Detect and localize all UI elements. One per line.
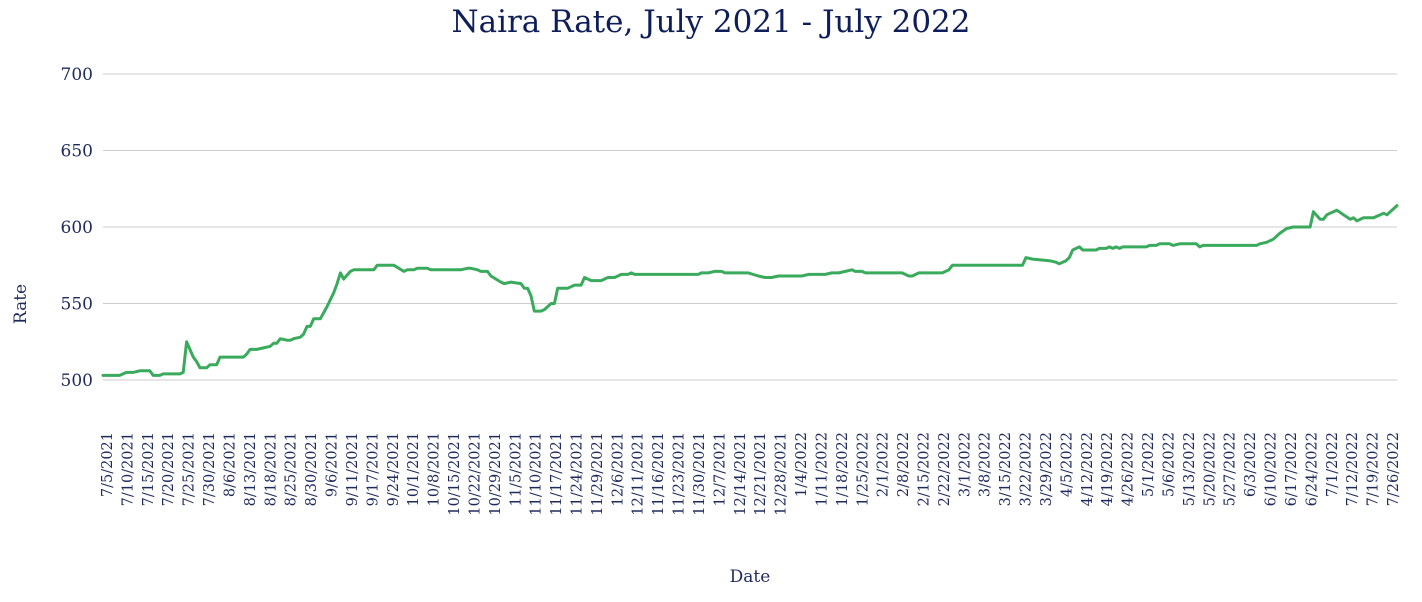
x-tick-label: 3/15/2022 <box>998 432 1014 506</box>
y-tick-label: 600 <box>61 218 93 238</box>
x-tick-label: 5/13/2022 <box>1182 432 1198 506</box>
x-tick-label: 2/1/2022 <box>876 432 892 497</box>
x-tick-label: 9/6/2021 <box>325 432 341 497</box>
x-tick-label: 6/3/2022 <box>1243 432 1259 497</box>
x-tick-label: 3/8/2022 <box>978 432 994 497</box>
y-tick-label: 500 <box>61 371 93 391</box>
x-tick-label: 9/11/2021 <box>345 432 361 506</box>
x-tick-label: 10/15/2021 <box>447 432 463 516</box>
x-tick-label: 12/28/2021 <box>774 432 790 516</box>
x-tick-label: 11/10/2021 <box>529 432 545 516</box>
x-axis-label: Date <box>730 567 771 587</box>
x-tick-label: 6/10/2022 <box>1264 432 1280 506</box>
series-group <box>101 204 1399 377</box>
x-tick-label: 4/5/2022 <box>1059 432 1075 497</box>
x-tick-label: 10/1/2021 <box>406 432 422 506</box>
x-tick-label: 8/6/2021 <box>222 432 238 497</box>
x-tick-label: 9/24/2021 <box>386 432 402 506</box>
x-tick-label: 3/1/2022 <box>957 432 973 497</box>
x-tick-labels: 7/5/2021 7/10/2021 7/15/2021 7/20/2021 7/25/… <box>100 432 1402 516</box>
x-tick-label: 8/25/2021 <box>284 432 300 506</box>
x-tick-label: 12/7/2021 <box>712 432 728 506</box>
x-tick-label: 12/6/2021 <box>610 432 626 506</box>
x-tick-label: 11/30/2021 <box>692 432 708 516</box>
x-tick-label: 7/25/2021 <box>182 432 198 506</box>
y-tick-label: 550 <box>61 295 93 315</box>
x-tick-label: 1/4/2022 <box>794 432 810 497</box>
x-tick-label: 6/17/2022 <box>1284 432 1300 506</box>
x-tick-label: 8/13/2021 <box>243 432 259 506</box>
x-tick-label: 3/29/2022 <box>1039 432 1055 506</box>
x-tick-label: 5/27/2022 <box>1223 432 1239 506</box>
y-axis-label: Rate <box>11 284 31 324</box>
x-tick-label: 7/1/2022 <box>1325 432 1341 497</box>
x-tick-label: 7/26/2022 <box>1386 432 1402 506</box>
y-tick-label: 700 <box>61 65 93 85</box>
x-tick-label: 11/23/2021 <box>672 432 688 516</box>
x-tick-label: 7/12/2022 <box>1345 432 1361 506</box>
y-tick-label: 650 <box>61 142 93 162</box>
x-tick-label: 11/17/2021 <box>549 432 565 516</box>
x-tick-label: 7/19/2022 <box>1366 432 1382 506</box>
x-tick-label: 10/8/2021 <box>427 432 443 506</box>
x-tick-label: 2/8/2022 <box>896 432 912 497</box>
x-tick-label: 7/15/2021 <box>141 432 157 506</box>
x-tick-label: 8/18/2021 <box>263 432 279 506</box>
x-tick-label: 7/20/2021 <box>161 432 177 506</box>
x-tick-label: 12/21/2021 <box>753 432 769 516</box>
x-tick-label: 3/22/2022 <box>1019 432 1035 506</box>
x-tick-label: 8/30/2021 <box>304 432 320 506</box>
x-tick-label: 9/17/2021 <box>365 432 381 506</box>
x-tick-label: 11/5/2021 <box>508 432 524 506</box>
y-tick-labels: 500 550 600 650 700 <box>61 65 93 391</box>
x-tick-label: 1/25/2022 <box>855 432 871 506</box>
x-tick-label: 10/29/2021 <box>488 432 504 516</box>
x-tick-label: 1/18/2022 <box>835 432 851 506</box>
x-tick-label: 12/11/2021 <box>631 432 647 516</box>
x-tick-label: 5/1/2022 <box>1141 432 1157 497</box>
x-tick-label: 7/30/2021 <box>202 432 218 506</box>
chart-title: Naira Rate, July 2021 - July 2022 <box>451 4 971 40</box>
x-tick-label: 4/26/2022 <box>1121 432 1137 506</box>
x-tick-label: 10/22/2021 <box>467 432 483 516</box>
x-tick-label: 1/11/2022 <box>814 432 830 506</box>
x-tick-label: 6/24/2022 <box>1304 432 1320 506</box>
x-tick-label: 11/16/2021 <box>651 432 667 516</box>
x-tick-label: 2/22/2022 <box>937 432 953 506</box>
x-tick-label: 4/12/2022 <box>1080 432 1096 506</box>
x-tick-label: 5/6/2022 <box>1161 432 1177 497</box>
x-tick-label: 2/15/2022 <box>917 432 933 506</box>
x-tick-label: 7/10/2021 <box>120 432 136 506</box>
x-tick-label: 11/29/2021 <box>590 432 606 516</box>
gridlines <box>103 73 1397 381</box>
x-tick-label: 7/5/2021 <box>100 432 116 497</box>
x-tick-label: 12/14/2021 <box>733 432 749 516</box>
series-line <box>101 204 1399 377</box>
x-tick-label: 5/20/2022 <box>1202 432 1218 506</box>
x-tick-label: 11/24/2021 <box>569 432 585 516</box>
x-tick-label: 4/19/2022 <box>1100 432 1116 506</box>
